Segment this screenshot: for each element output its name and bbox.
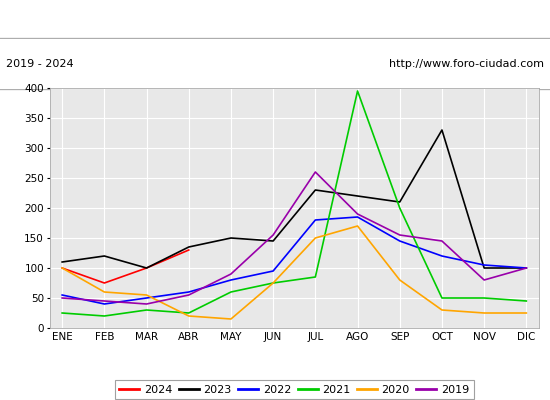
FancyBboxPatch shape	[0, 38, 550, 90]
Text: http://www.foro-ciudad.com: http://www.foro-ciudad.com	[389, 59, 544, 69]
Text: 2019 - 2024: 2019 - 2024	[6, 59, 73, 69]
Text: Evolucion Nº Turistas Extranjeros en el municipio de Mugardos: Evolucion Nº Turistas Extranjeros en el …	[58, 17, 492, 31]
Legend: 2024, 2023, 2022, 2021, 2020, 2019: 2024, 2023, 2022, 2021, 2020, 2019	[115, 380, 474, 399]
